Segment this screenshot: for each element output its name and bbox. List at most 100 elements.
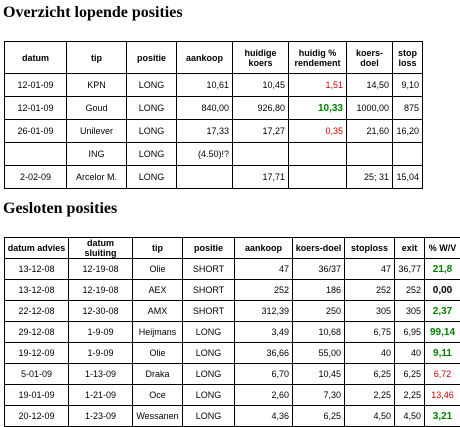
cell-aankoop: 312,39 [234, 300, 293, 322]
cell-koers-doel: 250 [292, 300, 345, 322]
cell-positie: LONG [182, 342, 235, 364]
open-positions-table: datum tip positie aankoop huidige koers … [4, 41, 423, 189]
cell-exit: 252 [394, 279, 425, 301]
cell-datum-advies: 5-01-09 [4, 363, 69, 385]
cell-koers-doel: 10,68 [292, 321, 345, 343]
cell-winst-verlies: 21,8 [424, 258, 460, 280]
cell-huidige-koers: 926,80 [232, 96, 289, 120]
cell-stoploss: 6,25 [344, 363, 395, 385]
cell-exit: 40 [394, 342, 425, 364]
cell-aankoop [176, 165, 233, 189]
cell-datum: 26-01-09 [4, 119, 67, 143]
cell-aankoop: 10,61 [176, 73, 233, 97]
cell-positie: LONG [126, 119, 177, 143]
table-row: ING LONG (4.50)!? [4, 142, 423, 166]
cell-positie: SHORT [182, 300, 235, 322]
cell-exit: 6,25 [394, 363, 425, 385]
cell-aankoop: (4.50)!? [176, 142, 233, 166]
cell-positie: LONG [126, 142, 177, 166]
cell-datum: 12-01-09 [4, 96, 67, 120]
cell-rendement: 0,35 [288, 119, 347, 143]
cell-aankoop: 4,36 [234, 405, 293, 427]
cell-winst-verlies: 2,37 [424, 300, 460, 322]
cell-positie: LONG [182, 384, 235, 406]
cell-exit: 36,77 [394, 258, 425, 280]
closed-positions-table: datum advies datum sluiting tip positie … [4, 237, 460, 427]
cell-huidige-koers: 10,45 [232, 73, 289, 97]
header-koers-doel: koers-doel [346, 41, 393, 74]
header-datum-sluiting: datum sluiting [68, 237, 133, 259]
cell-aankoop: 6,70 [234, 363, 293, 385]
cell-stop-loss: 15,04 [392, 165, 423, 189]
cell-stoploss: 4,50 [344, 405, 395, 427]
table-row: 12-01-09 Goud LONG 840,00 926,80 10,33 1000,00… [4, 96, 423, 120]
closed-header-row: datum advies datum sluiting tip positie … [4, 237, 460, 259]
cell-datum-advies: 19-01-09 [4, 384, 69, 406]
table-row: 12-01-09 KPN LONG 10,61 10,45 1,51 14,50 9,10 [4, 73, 423, 97]
cell-datum-advies: 29-12-08 [4, 321, 69, 343]
table-row: 22-12-08 12-30-08 AMX SHORT 312,39 250 305 305 2… [4, 300, 460, 322]
table-row: 13-12-08 12-19-08 AEX SHORT 252 186 252 252 0,00 [4, 279, 460, 301]
header-positie: positie [126, 41, 177, 74]
cell-stoploss: 2,25 [344, 384, 395, 406]
cell-koers-doel: 10,45 [292, 363, 345, 385]
cell-stoploss: 305 [344, 300, 395, 322]
cell-datum-advies: 22-12-08 [4, 300, 69, 322]
cell-koers-doel [346, 142, 393, 166]
cell-stoploss: 6,75 [344, 321, 395, 343]
header-koers-doel: koers-doel [292, 237, 345, 259]
cell-datum-sluiting: 1-13-09 [68, 363, 133, 385]
cell-winst-verlies: 9,11 [424, 342, 460, 364]
cell-aankoop: 3,49 [234, 321, 293, 343]
cell-datum: 2-02-09 [4, 165, 67, 189]
cell-winst-verlies: 3,21 [424, 405, 460, 427]
cell-aankoop: 17,33 [176, 119, 233, 143]
cell-koers-doel: 14,50 [346, 73, 393, 97]
cell-positie: LONG [182, 321, 235, 343]
cell-tip: Wessanen [132, 405, 183, 427]
cell-rendement [288, 165, 347, 189]
cell-rendement: 10,33 [288, 96, 347, 120]
header-winst-verlies: % W/V [424, 237, 460, 259]
open-positions-title: Overzicht lopende posities [3, 4, 183, 21]
cell-datum-sluiting: 1-21-09 [68, 384, 133, 406]
table-row: 2-02-09 Arcelor M. LONG 17,71 25; 31 15,04 [4, 165, 423, 189]
header-stop-loss: stop loss [392, 41, 423, 74]
cell-tip: Arcelor M. [66, 165, 127, 189]
header-datum: datum [4, 41, 67, 74]
cell-datum: 12-01-09 [4, 73, 67, 97]
cell-aankoop: 36,66 [234, 342, 293, 364]
cell-positie: LONG [182, 405, 235, 427]
header-aankoop: aankoop [234, 237, 293, 259]
header-exit: exit [394, 237, 425, 259]
table-row: 29-12-08 1-9-09 Heijmans LONG 3,49 10,68 6,75 6… [4, 321, 460, 343]
cell-winst-verlies: 13,46 [424, 384, 460, 406]
table-row: 26-01-09 Unilever LONG 17,33 17,27 0,35 21,60 1… [4, 119, 423, 143]
cell-koers-doel: 55,00 [292, 342, 345, 364]
cell-koers-doel: 25; 31 [346, 165, 393, 189]
cell-datum-advies: 20-12-09 [4, 405, 69, 427]
cell-koers-doel: 186 [292, 279, 345, 301]
cell-koers-doel: 21,60 [346, 119, 393, 143]
cell-huidige-koers [232, 142, 289, 166]
table-row: 13-12-08 12-19-08 Olie SHORT 47 36/37 47 36,77 2… [4, 258, 460, 280]
cell-aankoop: 2,60 [234, 384, 293, 406]
cell-tip: Heijmans [132, 321, 183, 343]
cell-exit: 2,25 [394, 384, 425, 406]
cell-exit: 4,50 [394, 405, 425, 427]
cell-stop-loss [392, 142, 423, 166]
cell-stop-loss: 16,20 [392, 119, 423, 143]
cell-tip: Olie [132, 258, 183, 280]
cell-datum-advies: 13-12-08 [4, 279, 69, 301]
header-tip: tip [66, 41, 127, 74]
cell-datum-advies: 19-12-09 [4, 342, 69, 364]
cell-datum-sluiting: 1-9-09 [68, 342, 133, 364]
cell-rendement [288, 142, 347, 166]
cell-positie: LONG [126, 96, 177, 120]
header-aankoop: aankoop [176, 41, 233, 74]
cell-datum-sluiting: 12-19-08 [68, 279, 133, 301]
cell-tip: Oce [132, 384, 183, 406]
cell-stop-loss: 875 [392, 96, 423, 120]
cell-datum-sluiting: 1-9-09 [68, 321, 133, 343]
cell-tip: AMX [132, 300, 183, 322]
